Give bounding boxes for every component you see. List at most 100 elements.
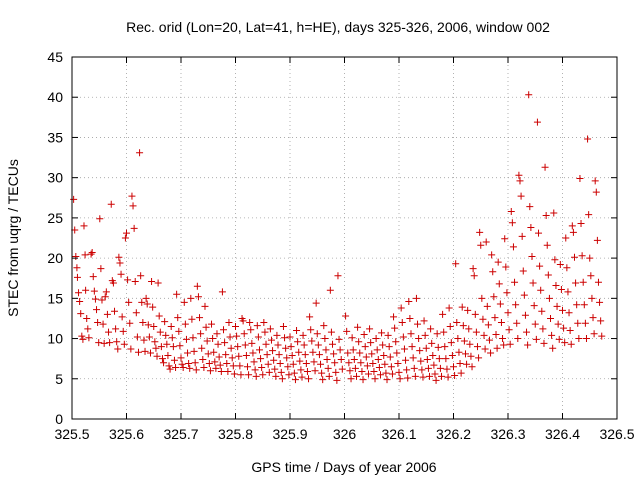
x-tick-label: 326.2: [436, 426, 471, 442]
data-point: [539, 325, 547, 333]
data-point: [307, 326, 315, 334]
data-point: [579, 278, 587, 286]
data-point: [433, 330, 441, 338]
data-point: [481, 345, 489, 353]
data-points: [70, 91, 606, 384]
data-point: [245, 371, 253, 379]
data-point: [578, 252, 586, 260]
data-point: [308, 337, 316, 345]
data-point: [383, 376, 391, 384]
data-point: [102, 288, 110, 296]
data-point: [374, 355, 382, 363]
data-point: [142, 294, 150, 302]
data-point: [406, 314, 414, 322]
data-point: [125, 298, 133, 306]
data-point: [507, 207, 515, 215]
data-point: [236, 362, 244, 370]
data-point: [180, 298, 188, 306]
data-point: [403, 366, 411, 374]
data-point: [538, 307, 546, 315]
data-point: [294, 338, 302, 346]
data-point: [274, 341, 282, 349]
data-point: [150, 322, 158, 330]
data-point: [369, 359, 377, 367]
data-point: [319, 376, 327, 384]
data-point: [488, 251, 496, 259]
data-point: [185, 359, 193, 367]
data-point: [335, 335, 343, 343]
y-axis-label: STEC from uqrg / TECUs: [5, 159, 21, 317]
y-tick-label: 10: [47, 331, 63, 347]
x-axis-ticks: 325.5 325.6 325.7 325.8 325.9 326 326.1 326.2 32…: [54, 57, 635, 442]
data-point: [143, 300, 151, 308]
data-point: [360, 331, 368, 339]
data-point: [136, 149, 144, 157]
data-point: [154, 279, 162, 287]
data-point: [85, 334, 93, 342]
data-point: [530, 302, 538, 310]
data-point: [201, 302, 209, 310]
data-point: [290, 369, 298, 377]
data-point: [169, 343, 177, 351]
data-point: [303, 368, 311, 376]
data-point: [359, 376, 367, 384]
data-point: [184, 349, 192, 357]
data-point: [465, 325, 473, 333]
data-point: [390, 313, 398, 321]
data-point: [338, 365, 346, 373]
data-point: [518, 232, 526, 240]
data-point: [209, 335, 217, 343]
data-point: [285, 371, 293, 379]
data-point: [107, 200, 115, 208]
data-point: [152, 344, 160, 352]
data-point: [121, 234, 129, 242]
data-point: [321, 335, 329, 343]
data-point: [521, 311, 529, 319]
data-point: [350, 355, 358, 363]
data-point: [210, 348, 218, 356]
data-point: [444, 373, 452, 381]
data-point: [275, 351, 283, 359]
data-point: [281, 334, 289, 342]
data-point: [130, 224, 138, 232]
data-point: [535, 229, 543, 237]
data-point: [80, 222, 88, 230]
data-point: [248, 339, 256, 347]
data-point: [479, 315, 487, 323]
data-point: [88, 248, 96, 256]
data-point: [450, 363, 457, 371]
data-point: [423, 355, 431, 363]
data-point: [160, 359, 168, 367]
data-point: [337, 355, 345, 363]
data-point: [379, 341, 387, 349]
data-point: [580, 301, 588, 309]
data-point: [545, 294, 553, 302]
data-point: [167, 322, 175, 330]
data-point: [301, 351, 309, 359]
data-point: [119, 327, 127, 335]
x-tick-label: 325.6: [109, 426, 144, 442]
data-point: [487, 349, 495, 357]
data-point: [267, 336, 275, 344]
data-point: [251, 366, 259, 374]
data-point: [402, 356, 410, 364]
data-point: [570, 253, 578, 261]
data-point: [562, 234, 570, 242]
data-point: [484, 321, 492, 329]
data-point: [204, 350, 212, 358]
data-point: [344, 349, 352, 357]
data-point: [405, 298, 413, 306]
data-point: [477, 241, 485, 249]
data-point: [118, 313, 126, 321]
data-point: [179, 364, 187, 372]
data-point: [96, 215, 104, 223]
data-point: [272, 372, 280, 380]
data-point: [363, 362, 371, 370]
data-point: [214, 340, 222, 348]
data-point: [178, 360, 186, 368]
data-point: [158, 355, 166, 363]
data-point: [138, 298, 146, 306]
data-point: [78, 332, 86, 340]
data-point: [448, 351, 456, 359]
data-point: [84, 325, 92, 333]
